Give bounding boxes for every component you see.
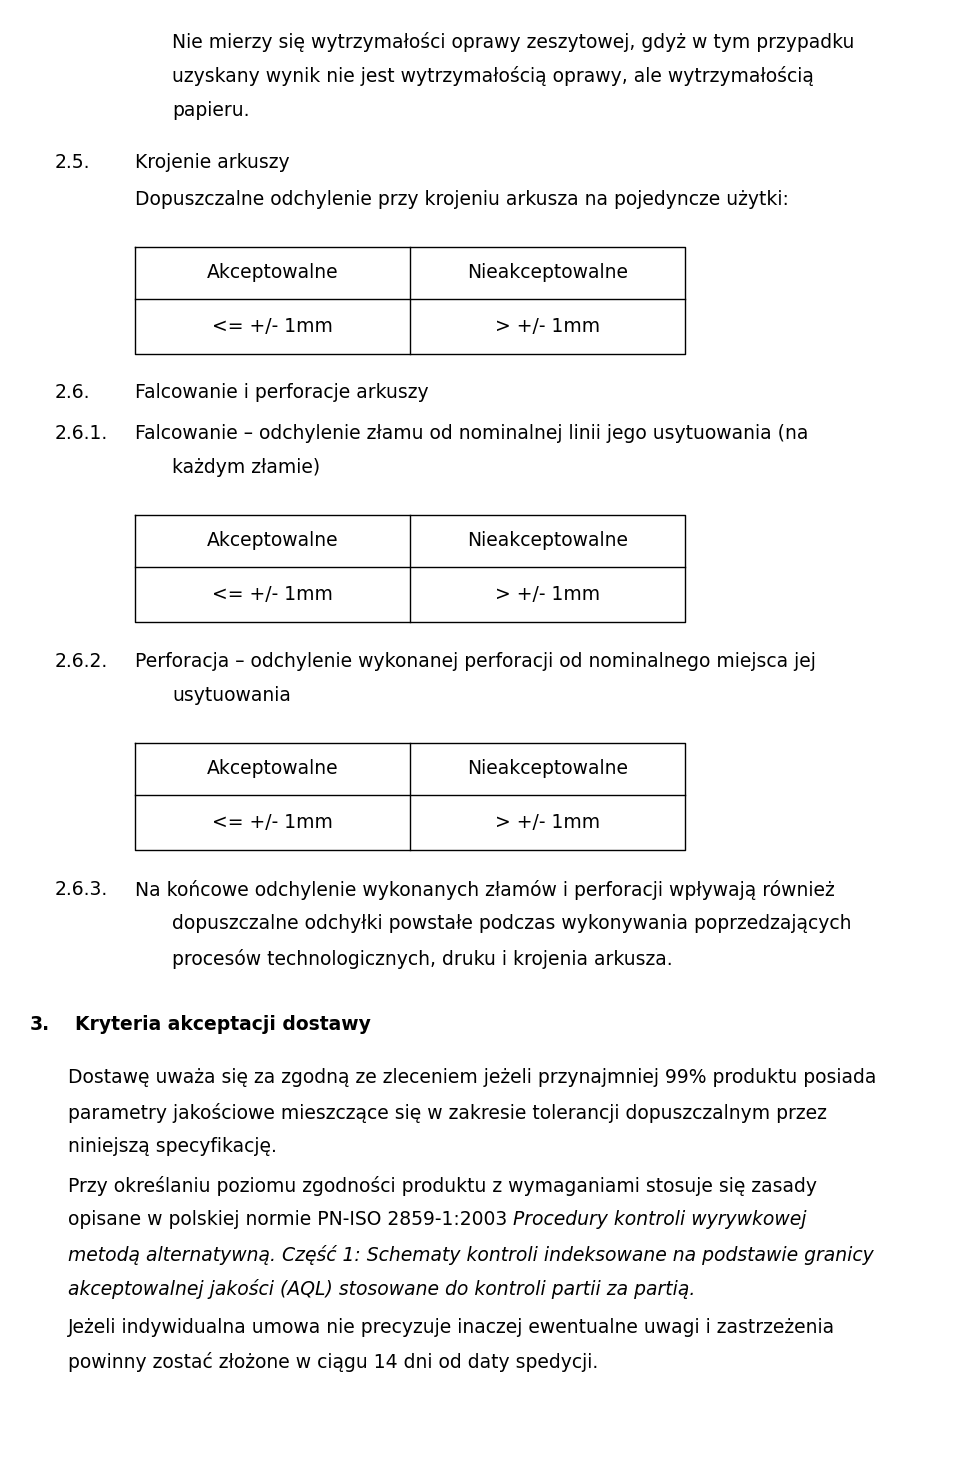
- Text: Jeżeli indywidualna umowa nie precyzuje inaczej ewentualne uwagi i zastrzeżenia: Jeżeli indywidualna umowa nie precyzuje …: [68, 1318, 835, 1337]
- Text: <= +/- 1mm: <= +/- 1mm: [212, 814, 333, 831]
- Text: Akceptowalne: Akceptowalne: [206, 532, 338, 550]
- Text: usytuowania: usytuowania: [172, 687, 291, 706]
- Text: dopuszczalne odchyłki powstałe podczas wykonywania poprzedzających: dopuszczalne odchyłki powstałe podczas w…: [172, 914, 852, 933]
- Text: papieru.: papieru.: [172, 102, 250, 119]
- Text: 3.: 3.: [30, 1016, 50, 1035]
- Text: Dopuszczalne odchylenie przy krojeniu arkusza na pojedyncze użytki:: Dopuszczalne odchylenie przy krojeniu ar…: [135, 190, 789, 209]
- Text: > +/- 1mm: > +/- 1mm: [495, 317, 600, 336]
- Text: 2.6.: 2.6.: [55, 383, 90, 402]
- Text: Nie mierzy się wytrzymałości oprawy zeszytowej, gdyż w tym przypadku: Nie mierzy się wytrzymałości oprawy zesz…: [172, 32, 854, 52]
- Text: Akceptowalne: Akceptowalne: [206, 759, 338, 778]
- Text: Procedury kontroli wyrywkowej: Procedury kontroli wyrywkowej: [514, 1210, 806, 1229]
- Text: Nieakceptowalne: Nieakceptowalne: [467, 262, 628, 282]
- Text: parametry jakościowe mieszczące się w zakresie tolerancji dopuszczalnym przez: parametry jakościowe mieszczące się w za…: [68, 1103, 827, 1123]
- Text: 2.6.2.: 2.6.2.: [55, 652, 108, 671]
- Text: Krojenie arkuszy: Krojenie arkuszy: [135, 153, 290, 172]
- Text: metodą alternatywną. Część 1: Schematy kontroli indeksowane na podstawie granicy: metodą alternatywną. Część 1: Schematy k…: [68, 1244, 874, 1265]
- Text: każdym złamie): każdym złamie): [172, 458, 320, 478]
- Text: Przy określaniu poziomu zgodności produktu z wymaganiami stosuje się zasady: Przy określaniu poziomu zgodności produk…: [68, 1175, 817, 1195]
- Text: Nieakceptowalne: Nieakceptowalne: [467, 532, 628, 550]
- Text: Nieakceptowalne: Nieakceptowalne: [467, 759, 628, 778]
- Text: akceptowalnej jakości (AQL) stosowane do kontroli partii za partią.: akceptowalnej jakości (AQL) stosowane do…: [68, 1279, 695, 1299]
- Text: Kryteria akceptacji dostawy: Kryteria akceptacji dostawy: [75, 1016, 371, 1035]
- Text: > +/- 1mm: > +/- 1mm: [495, 585, 600, 604]
- Text: niniejszą specyfikację.: niniejszą specyfikację.: [68, 1136, 276, 1156]
- Text: opisane w polskiej normie PN-ISO 2859-1:2003: opisane w polskiej normie PN-ISO 2859-1:…: [68, 1210, 514, 1229]
- Text: 2.5.: 2.5.: [55, 153, 90, 172]
- Text: Na końcowe odchylenie wykonanych złamów i perforacji wpływają również: Na końcowe odchylenie wykonanych złamów …: [135, 880, 835, 901]
- Text: <= +/- 1mm: <= +/- 1mm: [212, 317, 333, 336]
- Text: Akceptowalne: Akceptowalne: [206, 262, 338, 282]
- Text: Falcowanie – odchylenie złamu od nominalnej linii jego usytuowania (na: Falcowanie – odchylenie złamu od nominal…: [135, 425, 808, 444]
- Text: 2.6.3.: 2.6.3.: [55, 880, 108, 899]
- Text: 2.6.1.: 2.6.1.: [55, 425, 108, 444]
- Text: procesów technologicznych, druku i krojenia arkusza.: procesów technologicznych, druku i kroje…: [172, 949, 673, 968]
- Text: Dostawę uważa się za zgodną ze zleceniem jeżeli przynajmniej 99% produktu posiad: Dostawę uważa się za zgodną ze zleceniem…: [68, 1069, 876, 1086]
- Text: powinny zostać złożone w ciągu 14 dni od daty spedycji.: powinny zostać złożone w ciągu 14 dni od…: [68, 1352, 598, 1372]
- Text: Falcowanie i perforacje arkuszy: Falcowanie i perforacje arkuszy: [135, 383, 428, 402]
- Text: Perforacja – odchylenie wykonanej perforacji od nominalnego miejsca jej: Perforacja – odchylenie wykonanej perfor…: [135, 652, 816, 671]
- Text: <= +/- 1mm: <= +/- 1mm: [212, 585, 333, 604]
- Text: uzyskany wynik nie jest wytrzymałością oprawy, ale wytrzymałością: uzyskany wynik nie jest wytrzymałością o…: [172, 66, 814, 87]
- Text: > +/- 1mm: > +/- 1mm: [495, 814, 600, 831]
